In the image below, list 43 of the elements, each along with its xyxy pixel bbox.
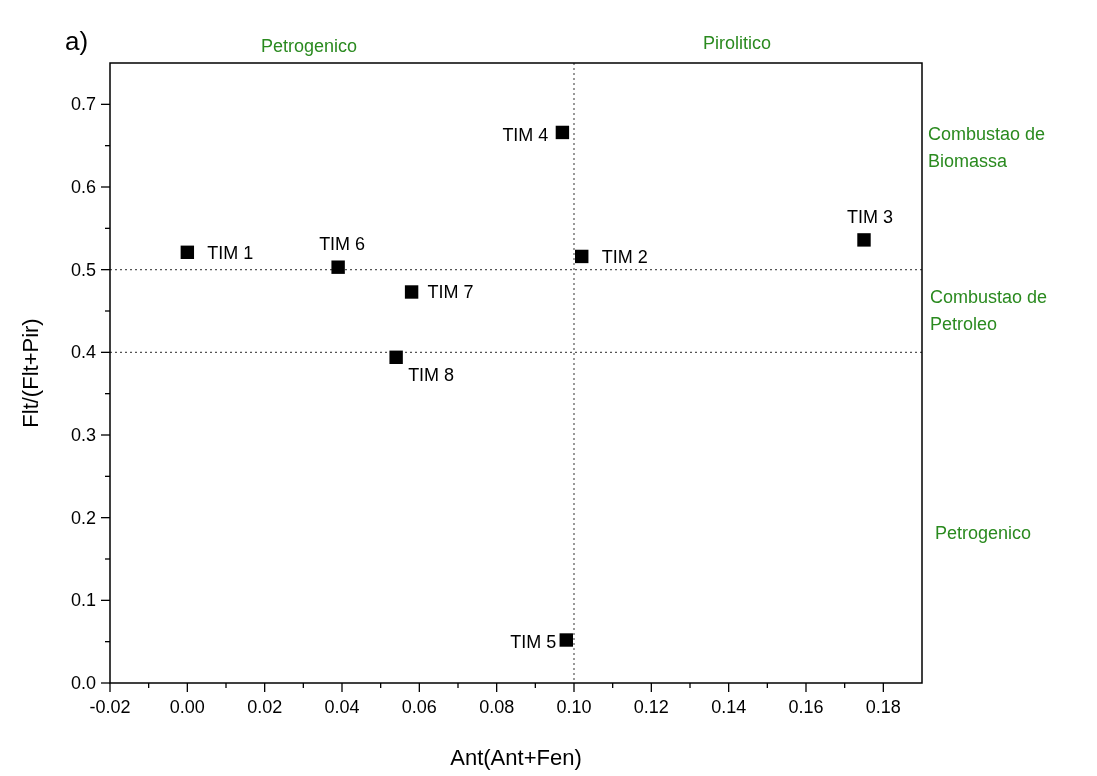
point	[555, 125, 570, 140]
annotation: TIM 7	[427, 281, 474, 302]
x-tick-label: 0.04	[324, 697, 360, 717]
point	[559, 633, 573, 647]
annotation: TIM 8	[408, 365, 455, 386]
annotation: TIM 1	[207, 243, 254, 264]
point	[331, 260, 345, 274]
point	[389, 350, 403, 364]
text: a)	[65, 26, 89, 56]
x-tick-label: 0.18	[865, 697, 901, 717]
y-tick-label: 0.1	[70, 590, 96, 611]
text: Combustao de Petroleo	[930, 287, 1048, 334]
text: Petrogenico	[260, 36, 358, 56]
y-tick-label: 0.3	[70, 425, 96, 445]
point	[180, 245, 195, 260]
x-tick-label: 0.08	[479, 697, 515, 717]
annotation: TIM 4	[502, 125, 549, 146]
y-tick-label: 0.4	[70, 342, 96, 363]
point	[575, 249, 589, 264]
y-tick-label: 0.5	[70, 259, 96, 280]
y-tick-label: 0.7	[70, 94, 96, 115]
text: Petrogenico	[935, 523, 1032, 543]
y-axis-title: Flt/(Flt+Pir)	[18, 318, 43, 428]
point	[857, 233, 871, 247]
x-tick-label: 0.06	[401, 697, 437, 717]
x-tick-label: 0.12	[633, 697, 669, 717]
x-tick-label: 0.00	[169, 697, 205, 717]
y-tick-label: 0.0	[70, 673, 96, 693]
annotation: TIM 3	[846, 206, 894, 227]
annotation: TIM 5	[510, 632, 557, 653]
annotation: TIM 6	[319, 234, 366, 255]
x-tick-label: 0.14	[711, 697, 747, 717]
y-tick-label: 0.6	[70, 177, 96, 197]
y-tick-label: 0.2	[70, 507, 96, 528]
text: Combustao de Biomassa	[928, 124, 1046, 171]
x-tick-label: 0.10	[556, 697, 592, 717]
x-tick-label: 0.16	[788, 697, 824, 717]
point	[404, 285, 419, 299]
annotation: TIM 2	[601, 247, 648, 268]
x-tick-label: -0.02	[89, 697, 131, 717]
x-axis-title: Ant(Ant+Fen)	[450, 745, 582, 770]
text: Pirolitico	[702, 33, 772, 53]
x-tick-label: 0.02	[247, 697, 283, 717]
